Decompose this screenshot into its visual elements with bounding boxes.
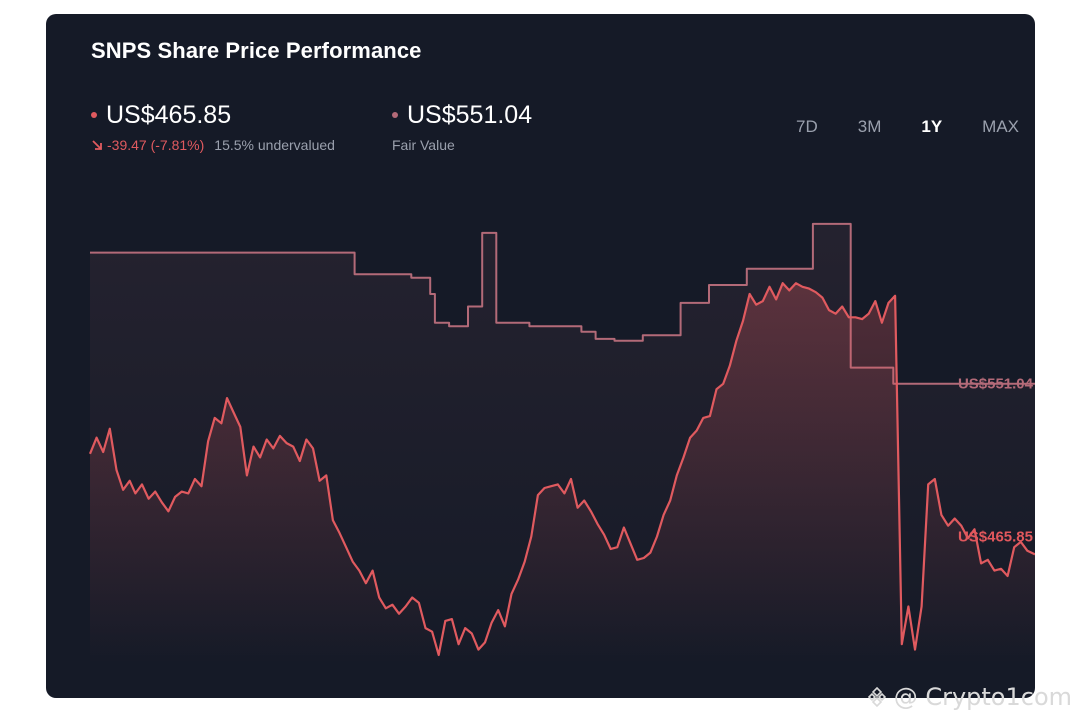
series-area-share-price — [90, 283, 1035, 664]
watermark: @ Crypto1com — [866, 683, 1072, 711]
current-price-block: US$465.85 -39.47 (-7.81%) 15.5% underval… — [91, 100, 335, 153]
chart-title: SNPS Share Price Performance — [91, 38, 422, 63]
current-price-subrow: -39.47 (-7.81%) 15.5% undervalued — [91, 137, 335, 153]
price-change: -39.47 (-7.81%) — [91, 137, 204, 153]
series-line-fair-value — [90, 222, 1035, 385]
tab-1y[interactable]: 1Y — [921, 117, 943, 136]
fair-value-caption: Fair Value — [392, 137, 455, 153]
fair-value-subrow: Fair Value — [392, 137, 532, 153]
chart-card: SNPS Share Price Performance US$465.85 -… — [46, 14, 1035, 698]
valuation-note: 15.5% undervalued — [214, 137, 335, 153]
series-line-share-price — [88, 282, 1035, 657]
tab-max[interactable]: MAX — [982, 117, 1019, 136]
fair-value-value: US$551.04 — [407, 101, 533, 129]
current-price-dot — [91, 112, 97, 118]
arrow-down-right-icon — [92, 140, 102, 150]
fair-value-block: US$551.04 Fair Value — [392, 100, 532, 153]
share-price-end-label: US$465.85 — [958, 529, 1033, 546]
tab-3m[interactable]: 3M — [857, 117, 882, 136]
fair-value-end-label: US$551.04 — [958, 376, 1034, 393]
tab-7d[interactable]: 7D — [796, 117, 818, 136]
current-price-row: US$465.85 — [91, 100, 335, 130]
price-chart: US$551.04 US$465.85 — [88, 222, 1035, 664]
price-change-value: -39.47 (-7.81%) — [107, 137, 205, 153]
fair-value-dot — [392, 112, 398, 118]
fair-value-row: US$551.04 — [392, 100, 532, 130]
binance-logo-icon — [867, 686, 886, 708]
current-price-value: US$465.85 — [106, 101, 232, 129]
watermark-text: @ Crypto1com — [893, 683, 1072, 711]
range-tabs: 7D 3M 1Y MAX — [756, 117, 1019, 137]
